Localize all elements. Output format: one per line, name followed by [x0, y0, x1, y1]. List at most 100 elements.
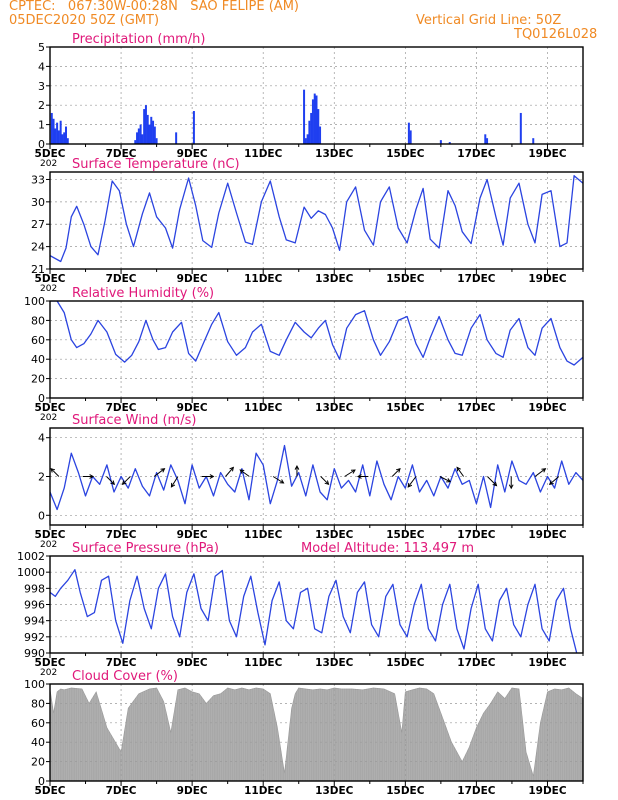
temp-xtick-label: 7DEC — [106, 273, 137, 285]
precip-bar — [134, 140, 137, 144]
pres-xtick-label: 19DEC — [528, 657, 567, 669]
humidity-grid — [50, 301, 583, 398]
precip-bar — [310, 112, 313, 144]
temp-ytick-label: 24 — [31, 241, 45, 254]
precipitation-y-axis: 0 1 2 3 4 5 — [38, 41, 50, 151]
wind-xtick-label: 9DEC — [177, 529, 208, 541]
wind-panel: 0 2 4 5DEC 7DEC 9DEC 11DEC 13DEC 15DEC 17DEC 19DE… — [35, 413, 584, 550]
precip-xtick-label: 17DEC — [457, 148, 496, 160]
precip-bar — [61, 134, 64, 144]
precip-bar — [439, 140, 442, 144]
precip-bar — [155, 138, 158, 144]
temperature-y-axis: 21 24 27 30 33 — [31, 173, 50, 276]
wind-ytick-label: 0 — [38, 509, 45, 522]
wind-arrow-head — [294, 465, 300, 470]
temp-ytick-label: 27 — [31, 218, 45, 231]
cloud-xtick-label: 17DEC — [457, 785, 496, 797]
rh-series-line — [50, 301, 583, 366]
cloud-ytick-label: 100 — [24, 678, 45, 691]
wind-arrow — [272, 476, 284, 484]
precip-bar — [152, 120, 155, 144]
precip-bar — [143, 109, 146, 144]
wind-arrow-head — [209, 474, 215, 479]
precip-bar — [63, 132, 66, 144]
precipitation-x-axis: 5DEC 7DEC 9DEC 11DEC 13DEC 15DEC 17DEC 19DEC 202 — [35, 144, 584, 169]
humidity-line — [50, 301, 583, 366]
humidity-y-axis: 0 20 40 60 80 100 — [24, 295, 50, 405]
wind-arrow-head — [50, 467, 56, 473]
wind-xtick-label: 19DEC — [528, 529, 567, 541]
precip-bar — [175, 132, 178, 144]
station-title: CPTEC: 067:30W-00:28N SAO FELIPE (AM) — [9, 0, 299, 14]
precip-bar — [144, 105, 147, 144]
precip-xtick-label: 9DEC — [177, 148, 208, 160]
rh-ytick-label: 40 — [31, 353, 45, 366]
wind-y-axis: 0 2 4 — [38, 432, 50, 522]
wind-arrow-head — [89, 474, 95, 479]
wind-arrow-head — [356, 474, 362, 479]
pres-xtick-label: 15DEC — [386, 657, 425, 669]
wind-xtick-label: 11DEC — [244, 529, 283, 541]
temp-xtick-label: 15DEC — [386, 273, 425, 285]
temperature-panel: 21 24 27 30 33 5DEC 7DEC 9DEC 11DEC 13DEC 15DEC 17… — [31, 157, 584, 294]
pres-xtick-label: 13DEC — [315, 657, 354, 669]
precip-ytick-label: 4 — [38, 60, 45, 73]
wind-arrow-head — [229, 466, 235, 472]
precip-bar — [315, 95, 318, 144]
rh-xtick-label: 9DEC — [177, 402, 208, 414]
precip-bar — [59, 120, 62, 144]
pres-ytick-label: 994 — [24, 615, 45, 628]
wind-arrow-head — [446, 478, 452, 483]
humidity-frame — [49, 300, 584, 399]
precip-ytick-label: 5 — [38, 41, 45, 54]
humidity-panel: 0 20 40 60 80 100 5DEC 7DEC 9DEC 11DEC 13DEC 15DEC… — [24, 286, 584, 423]
wind-year-stub: 202 — [40, 540, 57, 550]
wind-xtick-label: 7DEC — [106, 529, 137, 541]
wind-arrow-head — [350, 469, 356, 474]
wind-arrow-head — [407, 482, 413, 488]
wind-xtick-label: 5DEC — [35, 529, 66, 541]
precip-bar — [519, 112, 522, 144]
temperature-grid — [50, 172, 583, 269]
cloud-y-axis: 0 20 40 60 80 100 — [24, 678, 50, 788]
temperature-line — [50, 175, 583, 263]
precipitation-bars — [50, 89, 535, 144]
cloud-ytick-label: 80 — [31, 697, 45, 710]
wind-xtick-label: 17DEC — [457, 529, 496, 541]
wind-arrow — [534, 468, 546, 477]
cloud-ytick-label: 60 — [31, 717, 45, 730]
temp-xtick-label: 5DEC — [35, 273, 66, 285]
wind-arrow — [106, 476, 115, 485]
wind-arrow — [407, 476, 417, 488]
precip-bar — [141, 134, 144, 144]
temp-ytick-label: 33 — [31, 173, 45, 186]
wind-arrow — [344, 469, 356, 477]
temp-year-stub: 202 — [40, 284, 57, 294]
pres-xtick-label: 17DEC — [457, 657, 496, 669]
wind-arrow — [549, 476, 560, 485]
cloud-title: Cloud Cover (%) — [72, 669, 178, 684]
temperature-frame — [49, 171, 584, 270]
wind-arrow-head — [324, 480, 330, 486]
precip-bar — [313, 93, 316, 144]
cloud-xtick-label: 9DEC — [177, 785, 208, 797]
precip-bar — [306, 134, 309, 144]
precip-bar — [139, 124, 142, 144]
grid-note: Vertical Grid Line: 50Z — [416, 13, 562, 28]
precip-bar — [409, 130, 412, 144]
pres-ytick-label: 998 — [24, 582, 45, 595]
precip-xtick-label: 7DEC — [106, 148, 137, 160]
pres-ytick-label: 996 — [24, 599, 45, 612]
precipitation-frame — [49, 46, 584, 145]
wind-arrow-head — [492, 481, 498, 487]
precip-xtick-label: 19DEC — [528, 148, 567, 160]
rh-xtick-label: 11DEC — [244, 402, 283, 414]
precip-bar — [137, 128, 140, 144]
precip-bar — [54, 128, 57, 144]
cloud-area — [50, 684, 583, 781]
pressure-grid — [50, 556, 583, 653]
pres-series-line — [50, 569, 583, 653]
temp-series-line — [50, 175, 583, 263]
precip-bar — [407, 122, 410, 144]
wind-ytick-label: 4 — [38, 432, 45, 445]
